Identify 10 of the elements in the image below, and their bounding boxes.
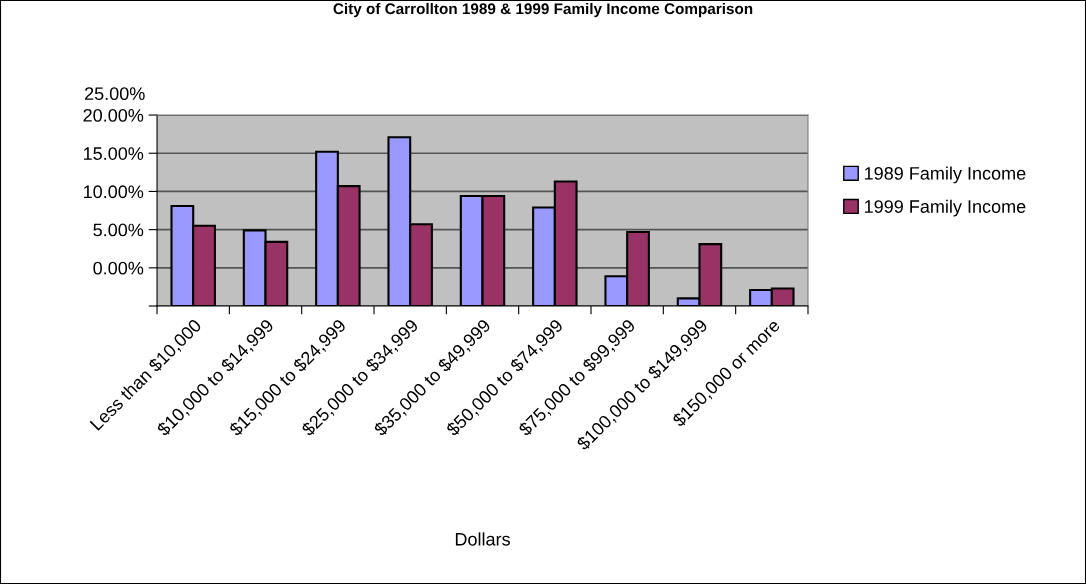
legend-label: 1999 Family Income — [865, 199, 1026, 217]
text: 25.00% — [84, 87, 145, 101]
y-tick-label: 15.00% — [83, 147, 144, 160]
y-tick-label: 10.00% — [83, 185, 144, 199]
y-tick-label: 0.00% — [93, 261, 144, 275]
legend-label: 1989 Family Income — [865, 166, 1026, 184]
y-tick-label: 5.00% — [93, 223, 144, 237]
y-tick-label: 20.00% — [83, 108, 144, 122]
x-axis-title: Dollars — [455, 532, 510, 546]
chart-title: City of Carrollton 1989 & 1999 Family Income Comparison — [333, 2, 753, 18]
